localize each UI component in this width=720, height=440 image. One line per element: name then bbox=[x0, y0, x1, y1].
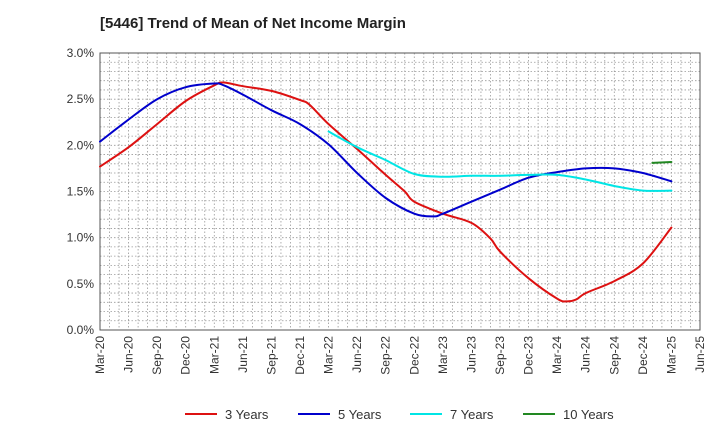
x-tick-label: Mar-25 bbox=[664, 336, 678, 374]
x-tick-label: Mar-24 bbox=[550, 336, 564, 374]
series-line-7-years bbox=[327, 130, 673, 192]
x-tick-label: Jun-23 bbox=[464, 336, 478, 373]
y-tick-label: 1.5% bbox=[67, 185, 95, 199]
x-tick-label: Jun-24 bbox=[579, 336, 593, 373]
x-tick-label: Sep-23 bbox=[493, 336, 507, 375]
x-tick-label: Sep-20 bbox=[150, 336, 164, 375]
series-line-10-years bbox=[651, 161, 673, 164]
x-tick-label: Mar-23 bbox=[436, 336, 450, 374]
chart-title: [5446] Trend of Mean of Net Income Margi… bbox=[100, 15, 406, 32]
x-tick-label: Dec-24 bbox=[636, 336, 650, 375]
y-tick-label: 3.0% bbox=[67, 46, 95, 60]
y-tick-label: 1.0% bbox=[67, 231, 95, 245]
x-tick-label: Mar-21 bbox=[207, 336, 221, 374]
y-tick-label: 2.0% bbox=[67, 138, 95, 152]
x-tick-label: Sep-21 bbox=[264, 336, 278, 375]
legend-label: 5 Years bbox=[338, 407, 382, 422]
x-tick-label: Mar-22 bbox=[322, 336, 336, 374]
y-tick-label: 0.0% bbox=[67, 323, 95, 337]
x-tick-label: Jun-22 bbox=[350, 336, 364, 373]
plot-border bbox=[99, 52, 701, 331]
x-tick-label: Dec-23 bbox=[522, 336, 536, 375]
x-tick-label: Dec-21 bbox=[293, 336, 307, 375]
x-tick-label: Jun-20 bbox=[122, 336, 136, 373]
legend-label: 10 Years bbox=[563, 407, 614, 422]
x-tick-label: Dec-22 bbox=[407, 336, 421, 375]
x-tick-label: Sep-22 bbox=[379, 336, 393, 375]
y-tick-label: 0.5% bbox=[67, 277, 95, 291]
x-tick-label: Jun-21 bbox=[236, 336, 250, 373]
legend-label: 7 Years bbox=[450, 407, 494, 422]
plot-area bbox=[100, 53, 700, 330]
x-tick-label: Mar-20 bbox=[93, 336, 107, 374]
x-tick-label: Jun-25 bbox=[693, 336, 707, 373]
series-line-5-years bbox=[99, 82, 673, 218]
x-tick-label: Sep-24 bbox=[607, 336, 621, 375]
y-tick-label: 2.5% bbox=[67, 92, 95, 106]
legend-label: 3 Years bbox=[225, 407, 269, 422]
x-tick-label: Dec-20 bbox=[179, 336, 193, 375]
